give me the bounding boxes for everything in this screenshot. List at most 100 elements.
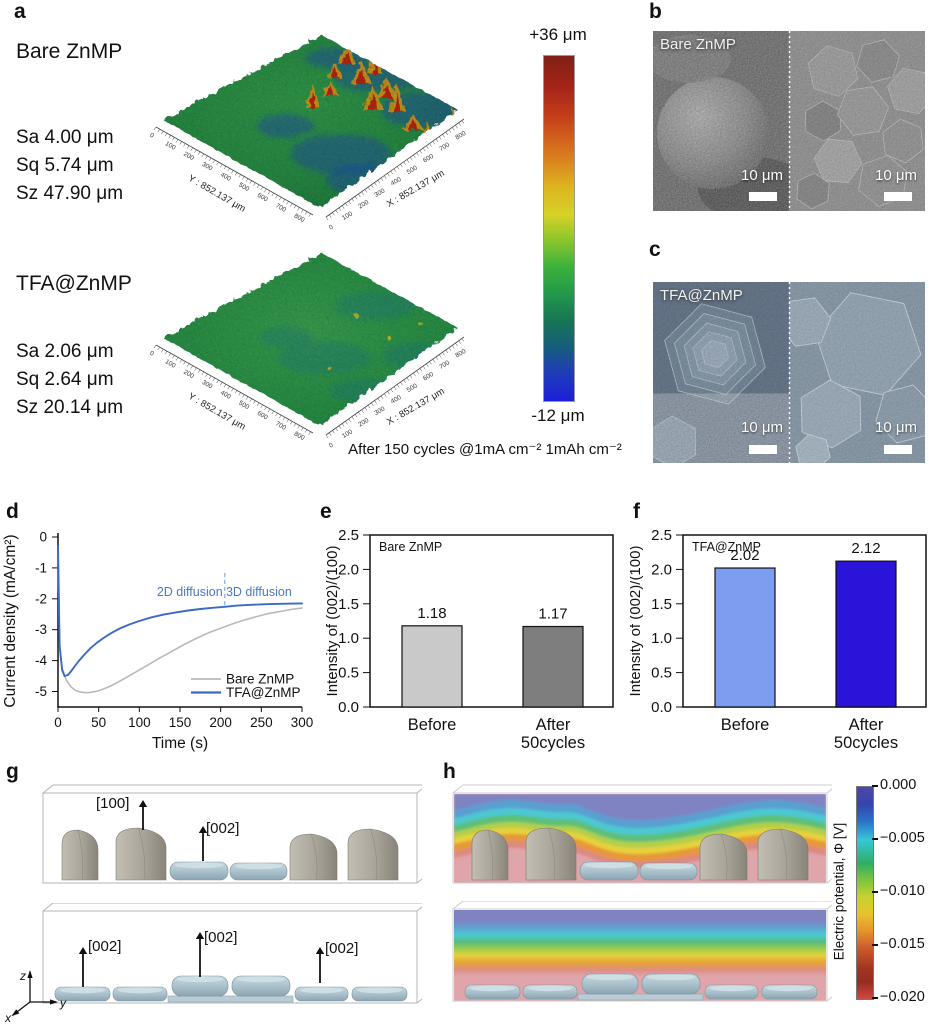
colorbar-tick-label: −0.020 <box>880 989 925 1005</box>
xrd-bar-chart-bare: 0.0 0.5 1.0 1.5 2.0 2.5 Bare ZnMP 1.18 Before 1.1… <box>324 527 614 752</box>
sem-image-title: TFA@ZnMP <box>660 287 743 304</box>
svg-text:700: 700 <box>438 141 451 153</box>
sem-image-bare: Bare ZnMP 10 μm 10 μm <box>653 31 925 211</box>
panel-c-label: c <box>649 238 661 261</box>
panel-g-label: g <box>6 760 19 783</box>
svg-text:50cycles: 50cycles <box>521 734 585 752</box>
stat-sq: Sq 2.64 μm <box>16 369 114 390</box>
svg-text:800: 800 <box>293 431 306 443</box>
svg-text:200: 200 <box>357 199 370 211</box>
sem-image-tfa: TFA@ZnMP 10 μm 10 μm <box>653 282 925 463</box>
orientation-label-002: [002] <box>88 938 122 955</box>
colorbar-tick-mark <box>872 785 878 787</box>
scalebar-label: 10 μm <box>741 167 783 184</box>
panel-b-label: b <box>649 0 662 23</box>
colorbar-tick-label: −0.015 <box>880 936 925 952</box>
stat-sz: Sz 47.90 μm <box>16 183 124 204</box>
svg-text:0.0: 0.0 <box>338 699 359 716</box>
sem-canvas-bare <box>653 31 925 211</box>
stat-sa: Sa 2.06 μm <box>16 341 114 362</box>
scalebar <box>749 445 777 454</box>
svg-text:300: 300 <box>373 187 386 199</box>
sample-name-tfa: TFA@ZnMP <box>16 272 132 295</box>
svg-text:X : 852.137 μm: X : 852.137 μm <box>385 168 447 210</box>
svg-text:x: x <box>4 1011 12 1024</box>
panel-a-label: a <box>14 0 26 23</box>
svg-text:2.5: 2.5 <box>651 527 672 544</box>
svg-text:250: 250 <box>250 715 273 730</box>
simulation-box-mixed <box>452 784 832 884</box>
panel-f-label: f <box>633 500 640 523</box>
svg-text:200: 200 <box>209 715 232 730</box>
svg-text:X : 852.137 μm: X : 852.137 μm <box>385 386 447 428</box>
svg-text:0: 0 <box>328 442 335 450</box>
panel-e-label: e <box>320 500 332 523</box>
svg-text:500: 500 <box>406 382 419 394</box>
stat-sa: Sa 4.00 μm <box>16 127 114 148</box>
svg-text:500: 500 <box>406 164 419 176</box>
svg-text:TFA@ZnMP: TFA@ZnMP <box>692 540 761 554</box>
svg-text:200: 200 <box>357 417 370 429</box>
svg-text:0.0: 0.0 <box>651 699 672 716</box>
svg-text:0: 0 <box>148 350 155 358</box>
svg-text:Before: Before <box>408 716 457 734</box>
height-colorbar <box>543 55 575 402</box>
svg-text:800: 800 <box>293 213 306 225</box>
svg-text:50cycles: 50cycles <box>834 734 898 752</box>
svg-text:300: 300 <box>373 405 386 417</box>
svg-text:100: 100 <box>128 715 151 730</box>
svg-text:600: 600 <box>256 192 269 204</box>
svg-text:0: 0 <box>54 715 62 730</box>
stat-sq: Sq 5.74 μm <box>16 155 114 176</box>
orientation-label-100: [100] <box>96 795 130 812</box>
svg-text:Before: Before <box>721 716 770 734</box>
svg-text:Bare ZnMP: Bare ZnMP <box>379 540 442 554</box>
colorbar-tick-label: 0.000 <box>880 777 917 793</box>
svg-text:100: 100 <box>341 428 354 440</box>
svg-text:700: 700 <box>274 420 287 432</box>
scalebar <box>749 192 777 201</box>
svg-text:400: 400 <box>390 394 403 406</box>
svg-text:0.5: 0.5 <box>651 665 672 682</box>
svg-text:Current density (mA/cm²): Current density (mA/cm²) <box>2 534 19 707</box>
schematic-box-mixed <box>42 784 422 884</box>
svg-text:2D diffusion: 2D diffusion <box>157 585 223 599</box>
svg-text:-5: -5 <box>35 684 47 699</box>
svg-text:z: z <box>19 969 26 983</box>
svg-text:Time (s): Time (s) <box>152 735 208 752</box>
scalebar-label: 10 μm <box>741 419 783 436</box>
svg-text:2.0: 2.0 <box>338 561 359 578</box>
svg-text:0.5: 0.5 <box>338 665 359 682</box>
svg-text:1.0: 1.0 <box>651 630 672 647</box>
colorbar-tick-mark <box>872 891 878 893</box>
svg-text:0: 0 <box>328 224 335 232</box>
colorbar-tick-mark <box>872 997 878 999</box>
colorbar-tick-label: −0.005 <box>880 830 925 846</box>
orientation-label-002: [002] <box>325 940 359 957</box>
svg-text:-3: -3 <box>35 622 47 637</box>
svg-text:1.5: 1.5 <box>651 596 672 613</box>
svg-text:100: 100 <box>164 358 177 370</box>
svg-text:After: After <box>849 716 884 734</box>
svg-text:Intensity of (002)/(100): Intensity of (002)/(100) <box>324 546 341 697</box>
colorbar-min-label: -12 μm <box>531 406 585 425</box>
svg-text:0: 0 <box>39 530 47 545</box>
sem-image-title: Bare ZnMP <box>660 36 736 53</box>
svg-text:600: 600 <box>422 371 435 383</box>
svg-text:Y : 852.137 μm: Y : 852.137 μm <box>186 391 247 433</box>
svg-text:500: 500 <box>237 182 250 194</box>
cycling-condition-caption: After 150 cycles @1mA cm⁻² 1mAh cm⁻² <box>348 441 622 458</box>
svg-text:1.17: 1.17 <box>538 606 567 623</box>
scalebar <box>884 445 912 454</box>
orientation-label-002: [002] <box>204 929 238 946</box>
roughness-stats-bare: Sa 4.00 μm Sq 5.74 μm Sz 47.90 μm <box>16 124 123 208</box>
svg-text:500: 500 <box>237 400 250 412</box>
sample-name-bare: Bare ZnMP <box>16 40 123 63</box>
stat-sz: Sz 20.14 μm <box>16 397 124 418</box>
svg-text:-4: -4 <box>35 653 47 668</box>
svg-text:1.18: 1.18 <box>417 605 446 622</box>
svg-text:800: 800 <box>454 130 467 142</box>
svg-text:2.5: 2.5 <box>338 527 359 544</box>
